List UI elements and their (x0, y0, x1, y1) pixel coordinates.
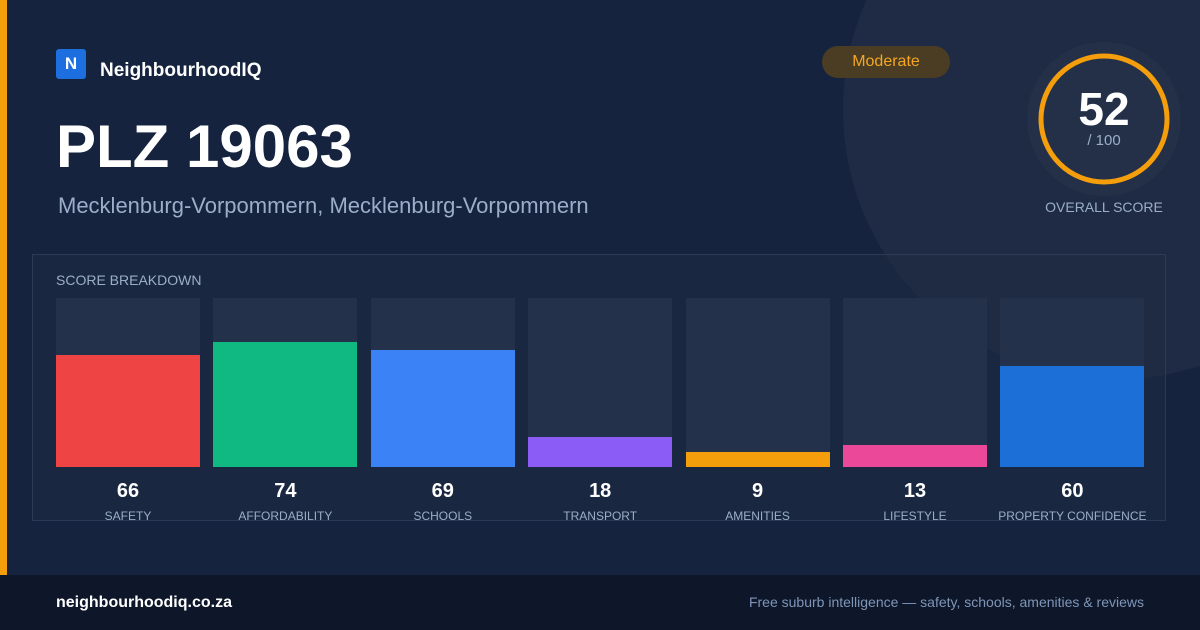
overall-score-caption: OVERALL SCORE (1045, 199, 1163, 215)
bar-label: AFFORDABILITY (238, 509, 333, 523)
gauge-ring (1038, 53, 1170, 185)
bar-label: LIFESTYLE (883, 509, 947, 523)
score-breakdown-panel: SCORE BREAKDOWN 66 SAFETY 74 AFFORDABILITY 6… (32, 254, 1166, 523)
bar-fill (843, 445, 987, 467)
breakdown-title: SCORE BREAKDOWN (56, 272, 202, 288)
page-subtitle: Mecklenburg-Vorpommern, Mecklenburg-Vorp… (58, 193, 589, 218)
bar-label: TRANSPORT (563, 509, 638, 523)
brand[interactable]: N NeighbourhoodIQ (56, 46, 261, 82)
bar-value: 13 (903, 480, 927, 502)
bar-fill (213, 341, 358, 467)
bar-track (1000, 298, 1145, 467)
brand-logo-icon: N (56, 49, 86, 79)
bar-value: 74 (274, 480, 297, 502)
bar-track (843, 298, 987, 467)
bar-fill (370, 350, 515, 467)
bar-track (370, 298, 515, 467)
bar-fill (528, 436, 673, 467)
brand-name: NeighbourhoodIQ (100, 60, 262, 81)
bar-column: 9 AMENITIES (685, 298, 830, 523)
bar-label: PROPERTY CONFIDENCE (998, 509, 1147, 523)
bar-label: SCHOOLS (413, 509, 473, 523)
bar-track (685, 298, 830, 467)
bar-value: 9 (752, 480, 764, 502)
bar-column: 13 LIFESTYLE (843, 298, 987, 523)
footer: neighbourhoodiq.co.za Free suburb intell… (0, 575, 1200, 630)
bar-column: 66 SAFETY (56, 298, 200, 523)
bar-fill (685, 451, 830, 467)
overall-score-value: 52 (1078, 83, 1130, 135)
bar-track (213, 298, 358, 467)
footer-url-link[interactable]: neighbourhoodiq.co.za (56, 594, 232, 611)
left-accent-bar (0, 0, 7, 575)
bar-value: 69 (431, 480, 454, 502)
bar-value: 66 (116, 480, 140, 502)
overall-score-gauge (1027, 42, 1181, 196)
bar-column: 60 PROPERTY CONFIDENCE (998, 298, 1147, 523)
overall-score-max: / 100 (1087, 132, 1121, 149)
bar-label: SAFETY (104, 509, 152, 523)
bar-track (56, 298, 200, 467)
page-title: PLZ 19063 (56, 113, 353, 180)
bar-value: 18 (589, 480, 612, 502)
bar-column: 74 AFFORDABILITY (213, 298, 358, 523)
bar-fill (1000, 365, 1145, 467)
bar-column: 69 SCHOOLS (370, 298, 515, 523)
bar-label: AMENITIES (725, 509, 790, 523)
breakdown-bars: 66 SAFETY 74 AFFORDABILITY 69 SCHOOLS 18 TRANSP… (56, 298, 1147, 523)
bar-track (528, 298, 673, 467)
gauge-background (1027, 42, 1181, 196)
footer-tagline: Free suburb intelligence — safety, schoo… (748, 594, 1144, 610)
bar-fill (56, 355, 200, 467)
bar-value: 60 (1061, 480, 1084, 502)
rating-badge: Moderate (822, 46, 950, 78)
bar-column: 18 TRANSPORT (528, 298, 673, 523)
